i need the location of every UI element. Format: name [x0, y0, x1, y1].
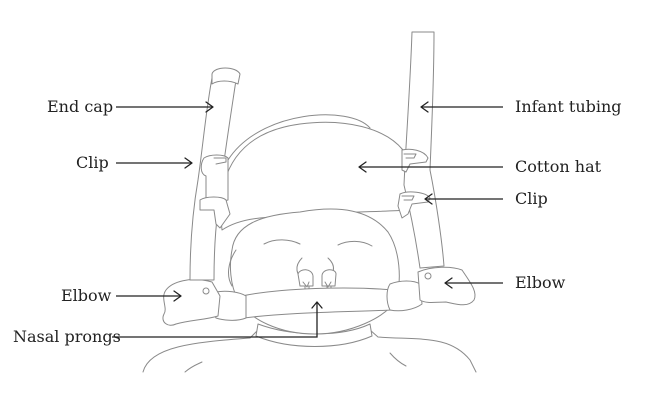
right-elbow-connector: [386, 280, 423, 312]
infant-collar-right: [389, 352, 407, 367]
cotton-hat-brim: [227, 114, 371, 161]
leader-elbow-left: [116, 290, 182, 302]
right-elbow-rivet: [424, 272, 432, 280]
right-clip-lower: [397, 191, 431, 219]
label-infant-tubing: Infant tubing: [515, 97, 622, 116]
leader-clip-right: [424, 193, 503, 205]
label-nasal-prongs: Nasal prongs: [13, 327, 121, 346]
right-eyebrow: [337, 240, 373, 247]
nasal-prong-bridge-right: [321, 269, 337, 287]
leader-infant-tubing: [420, 101, 503, 113]
right-clip-upper: [401, 148, 429, 173]
leader-cotton-hat: [358, 161, 503, 173]
right-elbow: [417, 266, 476, 306]
label-clip-right: Clip: [515, 189, 548, 208]
left-clip-upper-notch: [213, 157, 227, 165]
right-clip-lower-notch: [401, 195, 415, 201]
left-clip-lower: [199, 196, 231, 229]
left-cheek-line: [228, 249, 237, 287]
label-elbow-left: Elbow: [61, 286, 112, 305]
end-cap: [211, 67, 241, 85]
left-eyebrow: [263, 239, 301, 245]
label-cotton-hat: Cotton hat: [515, 157, 602, 176]
label-clip-left: Clip: [76, 153, 109, 172]
right-clip-upper-notch: [403, 153, 417, 159]
leader-elbow-right: [444, 277, 503, 289]
nasal-prong-bridge: [297, 269, 314, 287]
label-end-cap: End cap: [47, 97, 114, 116]
left-elbow-rivet: [202, 287, 210, 295]
leader-clip-left: [116, 157, 193, 169]
leader-nasal-prongs: [112, 301, 323, 338]
leader-end-cap: [116, 101, 214, 113]
left-elbow: [162, 279, 221, 326]
infant-tubing: [403, 31, 445, 269]
infant-shoulders: [142, 329, 477, 373]
label-elbow-right: Elbow: [515, 273, 566, 292]
infant-collar-left: [184, 361, 203, 373]
